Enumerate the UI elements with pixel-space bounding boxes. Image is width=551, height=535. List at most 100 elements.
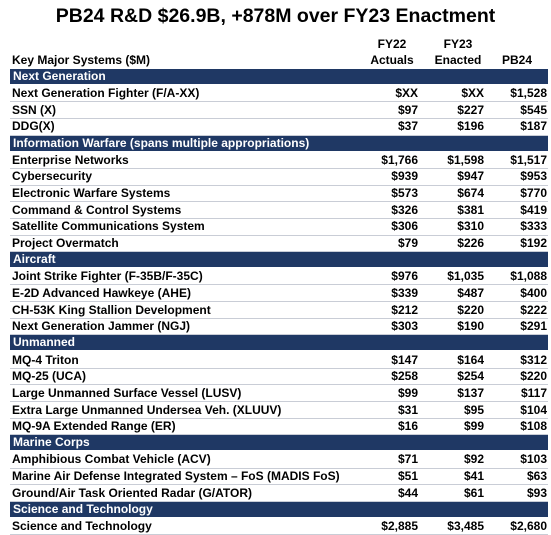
cell-value: $326 <box>391 202 418 217</box>
section-title: Next Generation <box>13 69 106 83</box>
row-rule <box>10 117 548 119</box>
row-label: Extra Large Unmanned Undersea Veh. (XLUU… <box>12 402 282 417</box>
cell-value: $339 <box>391 285 418 300</box>
cell-value: $306 <box>391 219 418 234</box>
cell-value: $220 <box>520 369 547 384</box>
cell-value: $976 <box>391 269 418 284</box>
cell-value: $137 <box>457 385 484 400</box>
cell-value: $419 <box>520 202 547 217</box>
column-header: Key Major Systems ($M) <box>12 53 151 67</box>
cell-value: $97 <box>397 102 418 117</box>
cell-value: $117 <box>520 385 547 400</box>
row-label: Marine Air Defense Integrated System – F… <box>12 469 340 484</box>
section-header: Aircraft <box>10 252 548 268</box>
row-rule <box>10 167 548 169</box>
cell-value: $291 <box>520 319 547 334</box>
cell-value: $381 <box>457 202 484 217</box>
row-label: MQ-25 (UCA) <box>12 369 86 384</box>
section-header: Science and Technology <box>10 501 548 517</box>
cell-value: $254 <box>457 369 484 384</box>
row-rule <box>10 251 548 253</box>
page-title: PB24 R&D $26.9B, +878M over FY23 Enactme… <box>55 5 496 27</box>
row-rule <box>10 184 548 186</box>
cell-value: $1,517 <box>510 152 547 167</box>
row-rule <box>10 401 548 402</box>
row-rule <box>10 434 548 436</box>
section-header: Marine Corps <box>10 435 548 451</box>
column-header: FY23 <box>443 37 473 51</box>
cell-value: $312 <box>520 352 547 367</box>
cell-value: $2,885 <box>381 519 418 534</box>
section-header: Next Generation <box>10 69 548 84</box>
cell-value: $674 <box>457 186 484 201</box>
cell-value: $227 <box>457 102 484 117</box>
row-label: Cybersecurity <box>12 169 93 184</box>
cell-value: $939 <box>391 169 418 184</box>
cell-value: $71 <box>397 452 418 467</box>
section-title: Marine Corps <box>13 435 90 450</box>
column-header: Actuals <box>370 53 414 67</box>
row-label: CH-53K King Stallion Development <box>12 302 211 317</box>
cell-value: $99 <box>463 419 484 434</box>
cell-value: $953 <box>520 169 547 184</box>
cell-value: $573 <box>391 186 418 201</box>
row-rule <box>10 334 548 336</box>
row-rule <box>10 467 548 469</box>
row-label: Satellite Communications System <box>12 219 205 234</box>
cell-value: $1,598 <box>447 152 484 167</box>
row-label: Command & Control Systems <box>12 202 182 217</box>
row-label: SSN (X) <box>12 102 57 117</box>
row-label: Enterprise Networks <box>12 152 129 167</box>
row-rule <box>10 484 548 486</box>
row-label: Joint Strike Fighter (F-35B/F-35C) <box>12 269 203 284</box>
cell-value: $226 <box>457 236 484 250</box>
cell-value: $212 <box>391 302 418 317</box>
cell-value: $XX <box>395 86 418 101</box>
cell-value: $1,035 <box>447 269 484 284</box>
section-title: Science and Technology <box>13 501 153 516</box>
section-title: Aircraft <box>13 252 56 267</box>
cell-value: $310 <box>457 219 484 234</box>
row-label: Project Overmatch <box>12 236 119 250</box>
cell-value: $104 <box>520 402 547 417</box>
cell-value: $37 <box>397 119 418 134</box>
cell-value: $16 <box>397 419 418 434</box>
row-rule <box>10 101 548 103</box>
row-rule <box>10 317 548 319</box>
row-label: Electronic Warfare Systems <box>12 186 171 201</box>
cell-value: $303 <box>391 319 418 334</box>
row-label: Science and Technology <box>12 519 152 534</box>
row-rule <box>10 234 548 236</box>
row-rule <box>10 367 548 369</box>
cell-value: $99 <box>397 385 418 400</box>
row-rule <box>10 134 548 136</box>
cell-value: $103 <box>520 452 547 467</box>
cell-value: $947 <box>457 169 484 184</box>
row-label: Amphibious Combat Vehicle (ACV) <box>12 452 211 467</box>
cell-value: $333 <box>520 219 547 234</box>
cell-value: $487 <box>457 285 484 300</box>
cell-value: $147 <box>391 352 418 367</box>
cell-value: $31 <box>397 402 418 417</box>
row-label: E-2D Advanced Hawkeye (AHE) <box>12 285 191 300</box>
row-label: MQ-4 Triton <box>12 352 79 367</box>
cell-value: $258 <box>391 369 418 384</box>
row-rule <box>10 284 548 286</box>
cell-value: $164 <box>457 352 484 367</box>
cell-value: $44 <box>397 485 418 500</box>
section-header: Unmanned <box>10 335 548 351</box>
cell-value: $108 <box>520 419 547 434</box>
cell-value: $63 <box>526 469 547 484</box>
cell-value: $545 <box>520 102 547 117</box>
row-label: MQ-9A Extended Range (ER) <box>12 419 176 434</box>
row-label: Large Unmanned Surface Vessel (LUSV) <box>12 385 242 400</box>
cell-value: $1,088 <box>510 269 547 284</box>
row-label: Next Generation Fighter (F/A-XX) <box>12 86 200 101</box>
row-label: DDG(X) <box>12 119 55 134</box>
section-title: Information Warfare (spans multiple appr… <box>13 135 310 150</box>
row-rule <box>10 301 548 303</box>
cell-value: $79 <box>397 236 418 250</box>
cell-value: $2,680 <box>510 519 547 534</box>
cell-value: $92 <box>463 452 484 467</box>
